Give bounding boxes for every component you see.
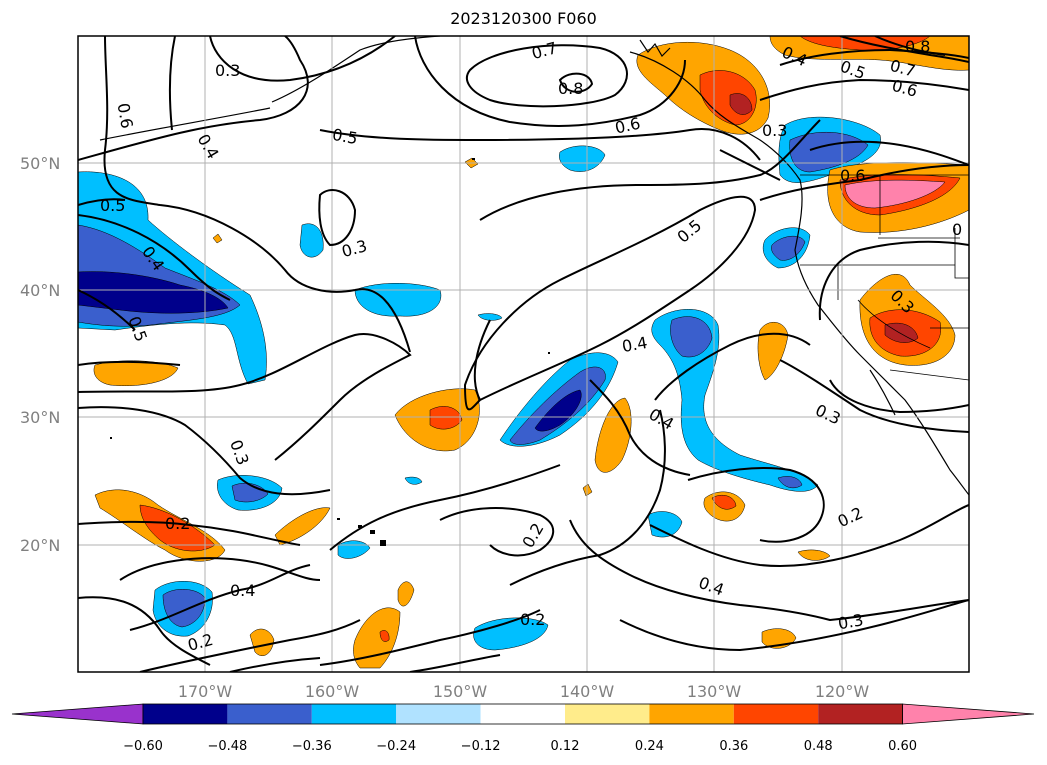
positive-anomaly-region [757, 322, 789, 381]
negative-anomaly-region [78, 271, 229, 314]
colorbar-tick-label: 0.60 [888, 739, 917, 754]
negative-anomaly-region [299, 223, 324, 258]
colorbar-tick-label: 0.24 [635, 739, 664, 754]
colorbar-swatch [143, 704, 228, 724]
contour-label: 0.4 [230, 581, 255, 600]
positive-anomaly-region [139, 504, 216, 552]
contour-label: 0.3 [215, 61, 240, 80]
negative-anomaly-region [559, 145, 606, 172]
colorbar-tick-label: 0.36 [719, 739, 748, 754]
colorbar-tick-label: −0.24 [376, 739, 416, 754]
positive-anomaly-region [711, 495, 737, 510]
contour-label: 0.8 [558, 79, 583, 98]
negative-anomaly-region [473, 617, 549, 651]
positive-anomaly-region [797, 549, 831, 561]
colorbar: −0.60 −0.48 −0.36 −0.24 −0.12 0.12 0.24 … [11, 703, 1035, 754]
contour-label: 0.5 [331, 125, 359, 148]
longitude-label: 170°W [178, 682, 233, 701]
positive-anomaly-region [429, 406, 463, 430]
longitude-labels: 170°W 160°W 150°W 140°W 130°W 120°W [178, 682, 870, 701]
negative-anomaly-region [477, 313, 503, 321]
contour-label: 0.3 [762, 121, 787, 140]
colorbar-outline [142, 703, 903, 725]
contour-label: 0.4 [620, 333, 648, 356]
colorbar-swatch [480, 704, 565, 724]
latitude-label: 30°N [20, 408, 60, 427]
longitude-label: 130°W [687, 682, 742, 701]
contour-label: 0.2 [165, 514, 190, 533]
contour-label: 0.6 [840, 166, 865, 185]
positive-anomaly-region [212, 233, 223, 244]
colorbar-swatch [311, 704, 397, 724]
colorbar-swatch [565, 704, 650, 724]
positive-anomaly-region [379, 630, 390, 642]
contour-label: 0.5 [100, 196, 125, 215]
positive-anomaly-region [397, 581, 415, 607]
contour-lines [78, 36, 969, 672]
positive-anomaly-region [274, 507, 331, 546]
colorbar-extend-high [902, 703, 1035, 725]
map-title: 2023120300 F060 [450, 9, 597, 28]
colorbar-tick-label: −0.12 [461, 739, 501, 754]
islands [110, 158, 550, 546]
colorbar-extend-low [11, 703, 144, 725]
positive-anomaly-region [93, 360, 179, 386]
negative-anomaly-region [777, 476, 803, 489]
colorbar-tick-labels: −0.60 −0.48 −0.36 −0.24 −0.12 0.12 0.24 … [123, 739, 917, 754]
colorbar-tick-label: 0.12 [551, 739, 580, 754]
contour-label: 0.6 [114, 102, 137, 130]
positive-anomaly-region [249, 628, 275, 656]
contour-label: 0.3 [836, 610, 864, 633]
colorbar-tick-label: 0.48 [804, 739, 833, 754]
contour-label: 0.2 [520, 610, 545, 629]
colorbar-swatch [396, 704, 481, 724]
longitude-label: 150°W [433, 682, 488, 701]
longitude-label: 120°W [815, 682, 870, 701]
colorbar-swatch [733, 704, 819, 724]
contour-label: 0.6 [613, 114, 642, 138]
contour-label: 0.8 [905, 37, 930, 56]
contour-label: 0 [952, 220, 962, 239]
positive-anomaly-region [844, 179, 946, 209]
coastlines [99, 36, 969, 496]
colorbar-swatch [818, 704, 903, 724]
negative-anomaly-region [354, 283, 442, 317]
latitude-label: 40°N [20, 281, 60, 300]
negative-anomaly-region [647, 511, 683, 538]
colorbar-tick-label: −0.36 [292, 739, 332, 754]
negative-anomaly-region [670, 316, 713, 358]
longitude-label: 160°W [305, 682, 360, 701]
political-boundaries [800, 174, 969, 381]
map-plot-area: 0.3 0.7 0.8 0.6 0.5 0.6 0.4 0.4 0.5 0.8 … [78, 36, 969, 672]
positive-anomaly-region [729, 93, 753, 115]
latitude-label: 50°N [20, 154, 60, 173]
colorbar-swatch [649, 704, 734, 724]
colorbar-tick-label: −0.48 [207, 739, 247, 754]
positive-anomaly-region [884, 322, 919, 343]
plot-frame [77, 35, 970, 673]
latitude-label: 20°N [20, 536, 60, 555]
longitude-label: 140°W [560, 682, 615, 701]
colorbar-tick-label: −0.60 [123, 739, 163, 754]
negative-anomaly-region [404, 476, 423, 485]
colorbar-swatch [227, 704, 312, 724]
latitude-labels: 50°N 40°N 30°N 20°N [20, 154, 60, 555]
negative-anomaly-region [534, 389, 582, 432]
